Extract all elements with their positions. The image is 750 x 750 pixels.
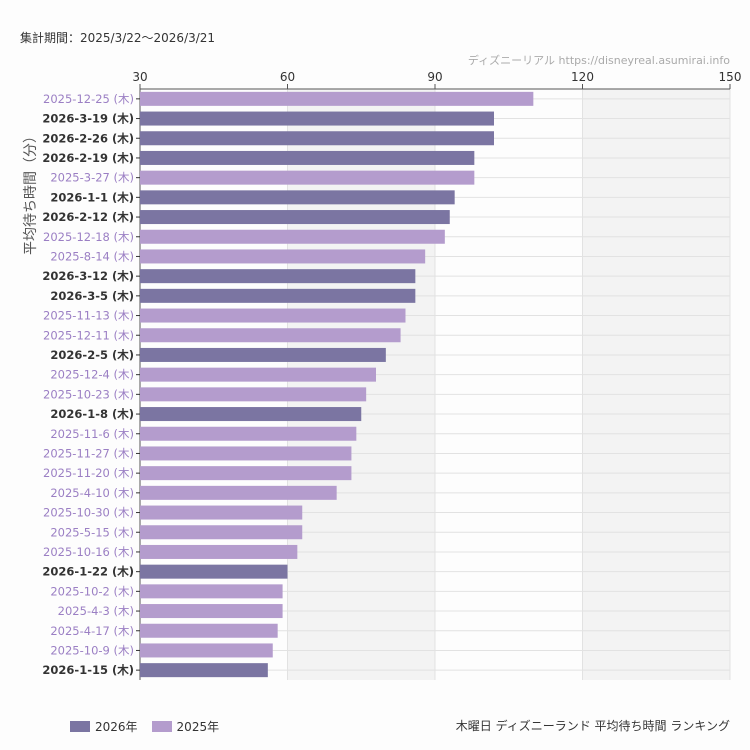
bar [140, 446, 352, 461]
bar [140, 663, 268, 678]
bar [140, 249, 426, 264]
bar [140, 229, 445, 244]
y-tick-label: 2025-11-13 (木) [43, 309, 134, 323]
y-tick-label: 2026-2-12 (木) [42, 210, 134, 224]
y-tick-label: 2025-8-14 (木) [50, 249, 134, 263]
legend-swatch-2026 [70, 721, 90, 732]
bar [140, 131, 494, 146]
y-tick-label: 2025-10-30 (木) [43, 506, 134, 520]
y-tick-label: 2026-2-26 (木) [42, 131, 134, 145]
grid-band [287, 89, 435, 680]
y-tick-label: 2025-11-20 (木) [43, 466, 134, 480]
bar [140, 387, 367, 402]
x-tick-label: 60 [280, 70, 295, 84]
bar [140, 269, 416, 284]
legend: 2026年 2025年 [70, 718, 219, 735]
bar [140, 347, 386, 362]
y-tick-label: 2026-1-8 (木) [50, 407, 134, 421]
grid-band [582, 89, 730, 680]
y-tick-label: 2025-5-15 (木) [50, 525, 134, 539]
bar [140, 170, 475, 185]
bar [140, 584, 283, 599]
bar [140, 485, 337, 500]
y-tick-label: 2025-3-27 (木) [50, 171, 134, 185]
y-tick-label: 2026-3-12 (木) [42, 269, 134, 283]
legend-label-2025: 2025年 [176, 720, 220, 734]
bar [140, 505, 303, 520]
y-tick-label: 2025-10-16 (木) [43, 545, 134, 559]
y-tick-label: 2025-10-9 (木) [50, 643, 134, 657]
bar [140, 150, 475, 165]
site-credit: ディズニーリアル https://disneyreal.asumirai.inf… [467, 54, 730, 67]
bar [140, 210, 450, 225]
bar [140, 288, 416, 303]
bar [140, 328, 401, 343]
legend-swatch-2025 [151, 721, 172, 732]
y-tick-label: 2026-2-5 (木) [50, 348, 134, 362]
bar [140, 544, 298, 559]
y-tick-label: 2025-12-11 (木) [43, 328, 134, 342]
bar [140, 525, 303, 540]
bar [140, 190, 455, 205]
x-tick-label: 30 [132, 70, 147, 84]
y-tick-label: 2026-2-19 (木) [42, 151, 134, 165]
bar [140, 111, 494, 126]
legend-label-2026: 2026年 [95, 720, 138, 734]
chart-caption: 木曜日 ディズニーランド 平均待ち時間 ランキング [455, 719, 730, 733]
x-tick-label: 120 [571, 70, 594, 84]
bar [140, 91, 534, 106]
y-tick-label: 2025-10-2 (木) [50, 584, 134, 598]
y-tick-label: 2025-4-3 (木) [58, 604, 134, 618]
bar [140, 466, 352, 481]
legend-item-2026[interactable]: 2026年 [70, 718, 138, 735]
y-tick-label: 2025-10-23 (木) [43, 387, 134, 401]
bar [140, 623, 278, 638]
y-tick-label: 2026-1-22 (木) [42, 565, 134, 579]
x-tick-label: 90 [427, 70, 442, 84]
bar [140, 564, 288, 579]
y-tick-label: 2025-12-25 (木) [43, 92, 134, 106]
y-tick-label: 2025-12-4 (木) [50, 368, 134, 382]
bar [140, 407, 362, 422]
y-tick-label: 2025-11-27 (木) [43, 446, 134, 460]
bar [140, 604, 283, 619]
y-tick-label: 2026-3-19 (木) [42, 112, 134, 126]
y-tick-label: 2026-3-5 (木) [50, 289, 134, 303]
bar [140, 308, 406, 323]
legend-item-2025[interactable]: 2025年 [151, 718, 220, 735]
bar [140, 643, 273, 658]
y-tick-label: 2026-1-1 (木) [50, 190, 134, 204]
y-tick-label: 2025-4-17 (木) [50, 624, 134, 638]
bar [140, 367, 376, 382]
y-tick-label: 2025-12-18 (木) [43, 230, 134, 244]
y-tick-label: 2025-11-6 (木) [50, 427, 134, 441]
bar [140, 426, 357, 441]
period-label: 集計期間：2025/3/22〜2026/3/21 [20, 31, 216, 45]
x-tick-label: 150 [719, 70, 742, 84]
y-tick-label: 2026-1-15 (木) [42, 663, 134, 677]
y-tick-label: 2025-4-10 (木) [50, 486, 134, 500]
